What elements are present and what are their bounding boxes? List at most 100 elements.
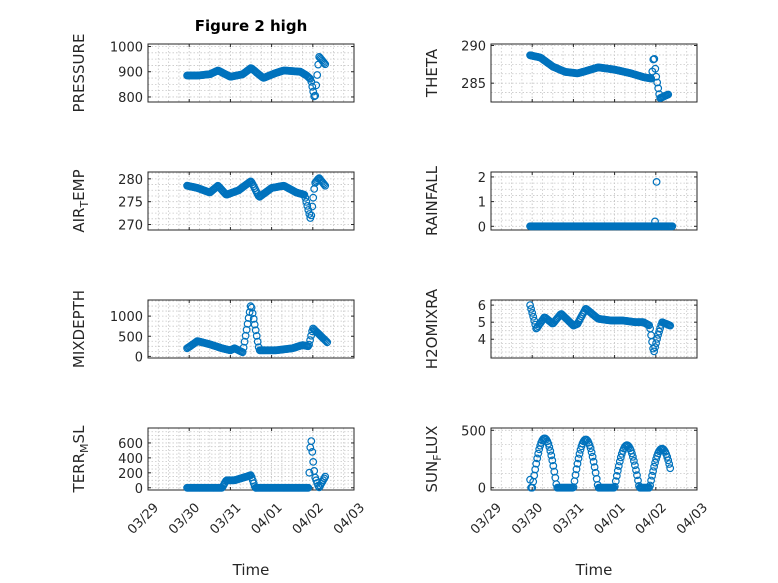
- y-axis-label: PRESSURE: [70, 34, 88, 113]
- y-tick-label: 800: [118, 91, 143, 106]
- subplot-h2omixra: 4 5 6 H2OMIXRA: [423, 288, 698, 369]
- data-point: [305, 340, 314, 349]
- subplot-terr: 03/29 03/30 03/31 04/01 04/02 04/03 0200400600…: [70, 425, 368, 538]
- data-point: [655, 327, 663, 336]
- y-tick-label: 500: [461, 424, 486, 439]
- data-point: [526, 301, 534, 310]
- data-point: [666, 464, 675, 473]
- data-point: [653, 335, 661, 343]
- y-tick-label: 1: [478, 196, 486, 211]
- subplot-mixdepth: 0 500 1000 MIXDEPTH: [70, 290, 355, 368]
- data-point: [548, 456, 557, 465]
- data-point: [252, 332, 261, 340]
- data-point: [249, 315, 258, 323]
- data-point: [301, 193, 310, 202]
- y-tick-label: 500: [118, 330, 143, 345]
- x-tick-label: 03/30: [509, 500, 546, 537]
- data-point: [632, 466, 640, 475]
- data-point: [630, 457, 638, 465]
- data-point: [248, 309, 257, 318]
- subplot-rainfall: 0 1 2 RAINFALL: [423, 165, 698, 236]
- data-point: [323, 338, 332, 347]
- data-point: [247, 303, 256, 312]
- data-point: [303, 201, 312, 210]
- x-axis-label-left: Time: [232, 561, 270, 579]
- data-point: [574, 454, 583, 463]
- data-point: [321, 336, 330, 345]
- data-series: [526, 51, 673, 102]
- axes-frame: [490, 427, 698, 491]
- y-axis-label: THETA: [423, 48, 441, 98]
- y-tick-label: 200: [118, 467, 143, 482]
- subplot-pressure: 800 900 1000 PRESSURE: [70, 34, 355, 113]
- data-point: [611, 477, 620, 486]
- data-point: [308, 82, 317, 91]
- subplot-theta: 285 290 THETA: [423, 40, 698, 103]
- data-series: [526, 177, 677, 231]
- data-point: [666, 321, 675, 330]
- data-point: [614, 462, 623, 470]
- data-series: [183, 53, 330, 101]
- y-axis-label: MIXDEPTH: [70, 290, 88, 368]
- data-point: [664, 456, 673, 465]
- y-tick-label: 0: [478, 482, 486, 497]
- data-point: [308, 448, 317, 456]
- y-tick-label: 280: [118, 173, 143, 188]
- data-point: [587, 448, 596, 457]
- y-tick-label: 275: [118, 196, 143, 211]
- data-point: [307, 437, 316, 446]
- data-point: [533, 454, 542, 463]
- data-point: [534, 449, 543, 458]
- y-tick-label: 6: [478, 299, 486, 314]
- data-point: [652, 339, 660, 348]
- data-point: [309, 193, 318, 202]
- data-series: [526, 301, 675, 356]
- data-point: [253, 337, 262, 346]
- y-tick-label: 2: [478, 171, 486, 186]
- y-tick-label: 0: [478, 220, 486, 235]
- data-point: [311, 91, 320, 100]
- data-point: [650, 462, 658, 471]
- y-tick-label: 270: [118, 219, 143, 234]
- y-tick-label: 0: [135, 350, 143, 365]
- data-point: [653, 78, 662, 87]
- data-point: [649, 467, 657, 476]
- y-tick-label: 0: [135, 482, 143, 497]
- data-point: [571, 471, 580, 479]
- x-tick-label: 04/02: [633, 500, 670, 537]
- data-point: [629, 453, 637, 461]
- data-point: [529, 312, 538, 321]
- data-point: [544, 439, 553, 448]
- data-point: [305, 210, 314, 218]
- data-point: [302, 197, 311, 206]
- data-point: [246, 302, 255, 311]
- data-point: [545, 443, 554, 451]
- data-point: [646, 481, 654, 490]
- data-point: [251, 326, 260, 335]
- data-point: [309, 458, 318, 466]
- axes-frame: [490, 43, 698, 103]
- data-point: [313, 71, 322, 79]
- data-point: [238, 348, 247, 357]
- data-point: [647, 476, 655, 485]
- data-point: [573, 459, 582, 468]
- x-tick-label: 03/31: [207, 500, 244, 537]
- data-point: [648, 471, 656, 480]
- x-tick-label: 03/29: [468, 500, 505, 537]
- data-point: [309, 87, 318, 96]
- data-point: [321, 472, 330, 481]
- x-tick-label: 04/03: [331, 500, 368, 537]
- axes-frame: [147, 427, 355, 491]
- x-tick-label: 03/30: [166, 500, 203, 537]
- data-point: [307, 211, 316, 220]
- data-point: [572, 465, 581, 474]
- data-point: [588, 452, 597, 461]
- data-point: [320, 59, 329, 67]
- data-point: [651, 458, 659, 467]
- data-point: [547, 451, 556, 460]
- data-point: [546, 447, 555, 455]
- data-point: [310, 92, 319, 101]
- y-tick-label: 600: [118, 437, 143, 452]
- data-point: [313, 176, 322, 185]
